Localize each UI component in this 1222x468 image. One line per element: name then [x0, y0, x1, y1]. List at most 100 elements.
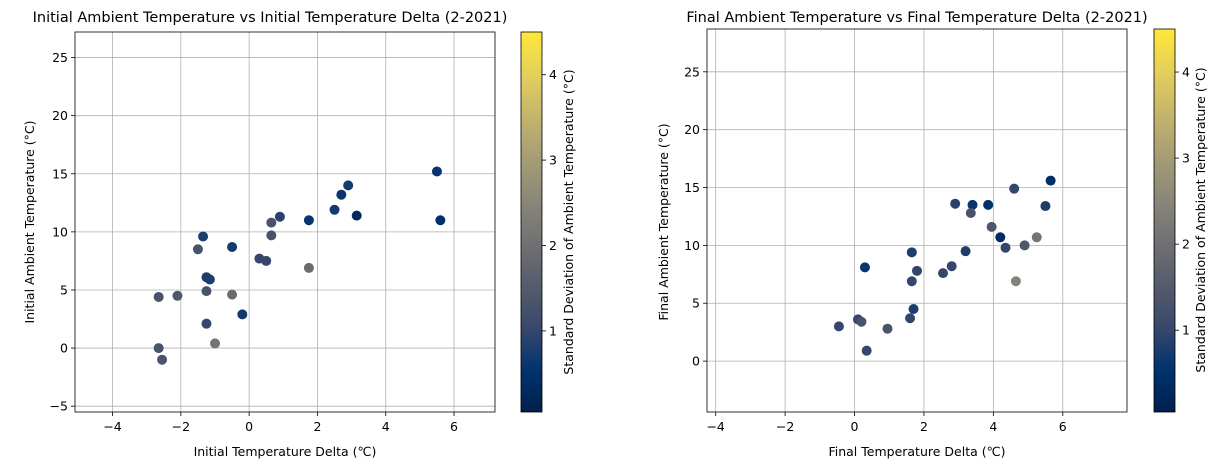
chart-left-ticks: −4 −2 0 2 4 6 −5 0 5 10 15 20 25 [50, 50, 458, 434]
chart-right-frame [706, 28, 1128, 413]
scatter-point [906, 276, 917, 287]
scatter-point [153, 291, 164, 302]
y-tick-label: 25 [52, 50, 68, 65]
colorbar-right-gradient [1153, 28, 1176, 413]
chart-right-xlabel: Final Temperature Delta (℃) [828, 444, 1005, 459]
x-tick-label: 2 [920, 419, 928, 434]
x-tick-label: 6 [450, 419, 458, 434]
chart-left-title: Initial Ambient Temperature vs Initial T… [33, 10, 508, 26]
y-tick-label: 5 [692, 296, 700, 311]
scatter-point [908, 304, 919, 315]
colorbar-right: 1 2 3 4 Standard Deviation of Ambient Tempe… [1153, 28, 1208, 413]
y-tick-label: 10 [684, 238, 700, 253]
chart-right-ylabel: Final Ambient Temperature (°C) [656, 123, 671, 320]
scatter-point [303, 262, 314, 273]
x-tick-label: −2 [172, 419, 190, 434]
x-tick-label: −4 [103, 419, 121, 434]
scatter-point [882, 323, 893, 334]
chart-right-title: Final Ambient Temperature vs Final Tempe… [686, 10, 1147, 26]
scatter-point [435, 215, 446, 226]
scatter-point [201, 286, 212, 297]
scatter-point [1040, 201, 1051, 212]
chart-left-xlabel: Initial Temperature Delta (℃) [194, 444, 377, 459]
scatter-point [938, 268, 949, 279]
y-tick-label: 15 [52, 166, 68, 181]
colorbar-tick-label: 3 [549, 153, 557, 168]
scatter-point [986, 221, 997, 232]
scatter-point [201, 318, 212, 329]
scatter-point [1045, 175, 1056, 186]
scatter-point [861, 345, 872, 356]
scatter-point [210, 338, 220, 349]
scatter-point [153, 343, 164, 354]
colorbar-right-ticks: 1 2 3 4 [1175, 65, 1190, 338]
colorbar-tick-label: 2 [1182, 237, 1190, 252]
x-tick-label: 0 [851, 419, 859, 434]
x-tick-label: 2 [313, 419, 321, 434]
colorbar-left-ticks: 1 2 3 4 [542, 67, 557, 338]
y-tick-label: 20 [52, 108, 68, 123]
x-tick-label: 6 [1059, 419, 1067, 434]
scatter-point [859, 262, 870, 273]
scatter-point [1031, 232, 1042, 243]
colorbar-left-gradient [520, 31, 543, 413]
scatter-point [960, 246, 971, 257]
colorbar-tick-label: 4 [549, 67, 557, 82]
scatter-point [1000, 242, 1011, 253]
scatter-point [329, 204, 340, 215]
scatter-point [950, 198, 961, 209]
scatter-point [227, 289, 238, 300]
y-tick-label: 25 [684, 64, 700, 79]
y-tick-label: 15 [684, 180, 700, 195]
colorbar-tick-label: 4 [1182, 65, 1190, 80]
scatter-point [343, 180, 354, 191]
x-tick-label: −2 [776, 419, 794, 434]
chart-left-ylabel: Initial Ambient Temperature (°C) [22, 120, 37, 323]
chart-right: Final Ambient Temperature vs Final Tempe… [656, 10, 1148, 459]
y-tick-label: 10 [52, 224, 68, 239]
scatter-point [856, 316, 867, 327]
colorbar-tick-label: 1 [1182, 323, 1190, 338]
scatter-point [336, 189, 347, 200]
scatter-point [266, 230, 277, 241]
scatter-point [995, 232, 1006, 243]
x-tick-label: 4 [989, 419, 997, 434]
scatter-point [274, 211, 285, 222]
chart-right-points [833, 175, 1056, 356]
scatter-point [905, 313, 916, 324]
scatter-point [431, 166, 442, 177]
scatter-point [172, 290, 183, 301]
colorbar-tick-label: 2 [549, 238, 557, 253]
colorbar-left-label: Standard Deviation of Ambient Temperatur… [561, 69, 576, 374]
x-tick-label: 0 [245, 419, 253, 434]
scatter-point [227, 241, 238, 252]
scatter-point [204, 274, 215, 285]
y-tick-label: 5 [60, 282, 68, 297]
scatter-point [261, 255, 272, 266]
scatter-point [237, 309, 248, 320]
scatter-point [833, 321, 844, 332]
scatter-point [157, 354, 168, 365]
scatter-point [906, 247, 917, 258]
colorbar-right-label: Standard Deviation of Ambient Temperatur… [1193, 67, 1208, 372]
x-tick-label: −4 [706, 419, 724, 434]
y-tick-label: 0 [692, 354, 700, 369]
chart-left-points [153, 166, 446, 365]
scatter-point [198, 231, 209, 242]
chart-right-ticks: −4 −2 0 2 4 6 0 5 10 15 20 25 [684, 64, 1067, 434]
chart-left-grid [75, 32, 495, 412]
scatter-point [1019, 240, 1030, 251]
scatter-point [1010, 276, 1021, 287]
chart-left: Initial Ambient Temperature vs Initial T… [22, 10, 507, 459]
colorbar-tick-label: 1 [549, 323, 557, 338]
scatter-point [351, 210, 362, 221]
y-tick-label: 20 [684, 122, 700, 137]
scatter-point [192, 244, 203, 255]
scatter-point [303, 215, 314, 226]
scatter-point [946, 261, 957, 272]
scatter-point [266, 217, 277, 228]
scatter-point [1009, 183, 1020, 194]
chart-left-frame [74, 31, 496, 413]
chart-right-grid [707, 29, 1127, 412]
